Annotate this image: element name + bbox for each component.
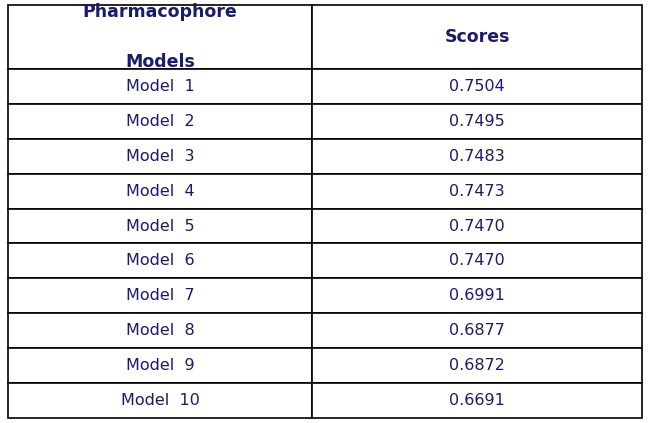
Text: Model  7: Model 7 — [125, 288, 194, 303]
Text: 0.6877: 0.6877 — [449, 323, 505, 338]
Bar — [312, 348, 642, 383]
Text: 0.7470: 0.7470 — [449, 253, 505, 269]
Bar — [8, 69, 312, 104]
Text: 0.7483: 0.7483 — [449, 149, 505, 164]
Text: 0.7470: 0.7470 — [449, 219, 505, 233]
Bar — [312, 69, 642, 104]
Text: 0.6691: 0.6691 — [449, 393, 505, 408]
Text: Model  10: Model 10 — [121, 393, 200, 408]
Text: Model  6: Model 6 — [125, 253, 194, 269]
Bar — [312, 244, 642, 278]
Text: Model  2: Model 2 — [125, 114, 194, 129]
Text: 0.7495: 0.7495 — [449, 114, 505, 129]
Bar — [8, 5, 312, 69]
Text: Model  3: Model 3 — [126, 149, 194, 164]
Bar — [312, 139, 642, 174]
Bar — [8, 174, 312, 209]
Text: Model  4: Model 4 — [125, 184, 194, 199]
Text: Model  8: Model 8 — [125, 323, 194, 338]
Bar — [8, 313, 312, 348]
Bar — [312, 278, 642, 313]
Bar — [312, 5, 642, 69]
Text: Pharmacophore

Models: Pharmacophore Models — [83, 3, 237, 71]
Bar — [8, 383, 312, 418]
Bar — [312, 383, 642, 418]
Bar — [312, 174, 642, 209]
Text: Model  5: Model 5 — [125, 219, 194, 233]
Bar — [312, 209, 642, 244]
Text: Model  1: Model 1 — [125, 79, 194, 94]
Text: 0.7504: 0.7504 — [449, 79, 505, 94]
Bar — [8, 278, 312, 313]
Bar — [8, 104, 312, 139]
Text: Model  9: Model 9 — [125, 358, 194, 373]
Bar — [312, 104, 642, 139]
Bar — [8, 139, 312, 174]
Bar — [8, 244, 312, 278]
Text: Scores: Scores — [445, 28, 510, 46]
Text: 0.7473: 0.7473 — [449, 184, 505, 199]
Bar — [8, 209, 312, 244]
Text: 0.6991: 0.6991 — [449, 288, 505, 303]
Text: 0.6872: 0.6872 — [449, 358, 505, 373]
Bar — [8, 348, 312, 383]
Bar — [312, 313, 642, 348]
